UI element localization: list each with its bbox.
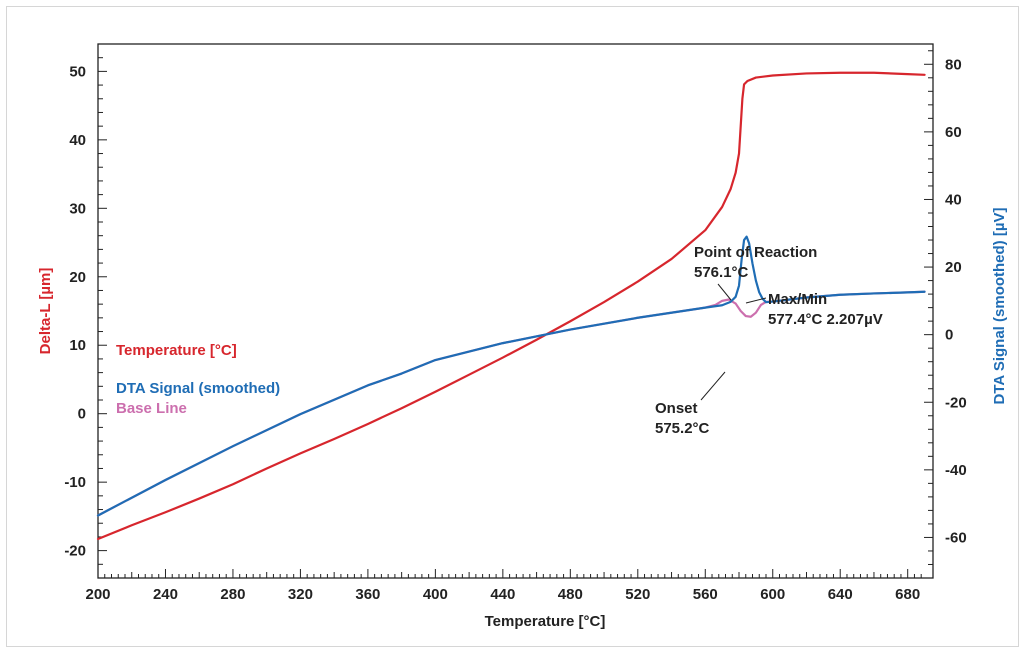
svg-text:577.4°C 2.207µV: 577.4°C 2.207µV [768, 311, 883, 328]
right-y-axis-title: DTA Signal (smoothed) [µV] [991, 208, 1008, 405]
x-axis: 200 240 280 320 360 400 440 480 520 560 600 640 680 [85, 569, 922, 603]
plot-area [97, 43, 934, 579]
left-y-tick-label: 30 [69, 200, 86, 217]
series-layer [96, 71, 926, 541]
right-y-tick-label: 0 [945, 327, 953, 344]
svg-text:575.2°C: 575.2°C [655, 420, 710, 437]
chart-frame [6, 6, 1019, 647]
x-tick-label: 640 [828, 586, 853, 603]
series-line-temperature-c [96, 71, 926, 541]
x-tick-label: 560 [693, 586, 718, 603]
x-tick-label: 280 [220, 586, 245, 603]
left-y-tick-label: 0 [78, 406, 86, 423]
right-y-tick-label: 80 [945, 56, 962, 73]
left-y-tick-label: 20 [69, 269, 86, 286]
right-y-tick-label: -60 [945, 529, 967, 546]
svg-text:Max/Min: Max/Min [768, 291, 827, 308]
left-y-tick-label: 50 [69, 63, 86, 80]
left-y-tick-label: -10 [64, 474, 86, 491]
right-y-tick-label: 20 [945, 259, 962, 276]
legend-base-line: Base Line [116, 400, 187, 417]
x-tick-label: 680 [895, 586, 920, 603]
right-y-tick-label: -40 [945, 462, 967, 479]
left-y-tick-label: 40 [69, 132, 86, 149]
x-axis-title: Temperature [°C] [485, 613, 606, 630]
svg-text:Point of Reaction: Point of Reaction [694, 244, 817, 261]
left-y-axis-title: Delta-L [µm] [37, 268, 54, 355]
x-tick-label: 400 [423, 586, 448, 603]
x-tick-label: 320 [288, 586, 313, 603]
annotation-point-of-reaction: Point of Reaction 576.1°C [694, 244, 817, 301]
left-y-tick-label: -20 [64, 543, 86, 560]
legend-dta-signal: DTA Signal (smoothed) [116, 380, 280, 397]
svg-text:Onset: Onset [655, 400, 698, 417]
svg-text:576.1°C: 576.1°C [694, 264, 749, 281]
x-tick-label: 360 [355, 586, 380, 603]
left-y-tick-label: 10 [69, 337, 86, 354]
right-y-axis: -60 -40 -20 0 20 40 60 80 [924, 50, 967, 579]
right-y-tick-label: 60 [945, 124, 962, 141]
right-y-tick-label: -20 [945, 394, 967, 411]
x-tick-label: 600 [760, 586, 785, 603]
annotation-max-min: Max/Min 577.4°C 2.207µV [745, 291, 883, 328]
right-y-tick-label: 40 [945, 191, 962, 208]
x-tick-label: 200 [85, 586, 110, 603]
legend-temperature: Temperature [°C] [116, 342, 237, 359]
x-tick-label: 240 [153, 586, 178, 603]
left-y-axis: -20 -10 0 10 20 30 40 50 [64, 43, 107, 579]
series-line-dta-signal-smoothed [96, 235, 926, 517]
x-tick-label: 480 [558, 586, 583, 603]
annotation-onset: Onset 575.2°C [655, 371, 726, 437]
x-tick-label: 440 [490, 586, 515, 603]
x-tick-label: 520 [625, 586, 650, 603]
